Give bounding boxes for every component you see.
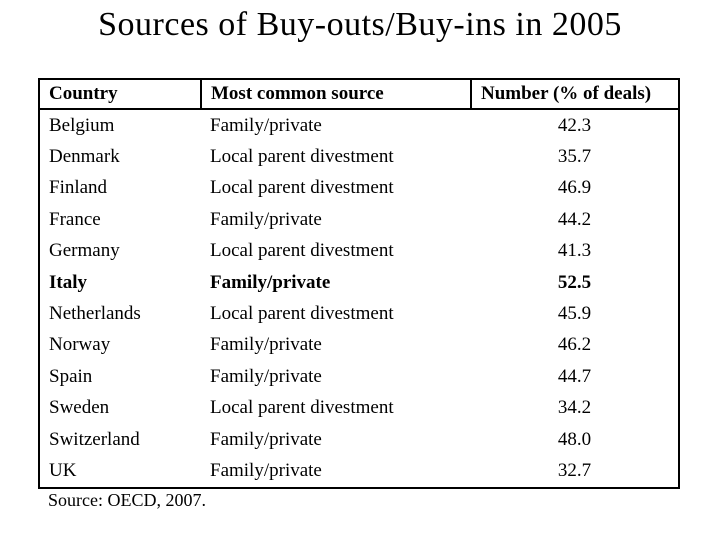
- table-row: Finland Local parent divestment 46.9: [39, 173, 679, 204]
- value-cell: 34.2: [557, 397, 592, 419]
- source-cell: Family/private: [210, 208, 322, 230]
- country-cell: Spain: [49, 365, 93, 387]
- source-cell: Local parent divestment: [210, 303, 394, 325]
- value-cell: 46.2: [557, 334, 592, 356]
- country-cell: Sweden: [49, 397, 110, 419]
- country-cell: Denmark: [49, 146, 120, 168]
- table-row: Belgium Family/private 42.3: [39, 109, 679, 141]
- table-row: UK Family/private 32.7: [39, 455, 679, 487]
- country-cell: UK: [49, 459, 77, 481]
- source-cell: Family/private: [210, 428, 322, 450]
- value-cell: 45.9: [557, 303, 592, 325]
- source-footnote: Source: OECD, 2007.: [48, 490, 206, 510]
- table-row: Sweden Local parent divestment 34.2: [39, 393, 679, 424]
- value-cell: 32.7: [557, 459, 592, 481]
- country-cell: Germany: [49, 240, 120, 262]
- country-cell: Belgium: [49, 114, 115, 136]
- source-cell: Local parent divestment: [210, 397, 394, 419]
- table-row: Switzerland Family/private 48.0: [39, 424, 679, 455]
- value-cell: 46.9: [557, 177, 592, 199]
- table-row: Spain Family/private 44.7: [39, 361, 679, 392]
- value-cell: 52.5: [557, 271, 592, 293]
- table-row: Germany Local parent divestment 41.3: [39, 236, 679, 267]
- country-cell: Finland: [49, 177, 108, 199]
- page-title: Sources of Buy-outs/Buy-ins in 2005: [98, 6, 622, 43]
- buyout-sources-table: Country Most common source Number (% of …: [38, 78, 680, 489]
- source-cell: Family/private: [210, 271, 331, 293]
- country-cell: Netherlands: [49, 303, 141, 325]
- table-row: Norway Family/private 46.2: [39, 330, 679, 361]
- country-cell: Norway: [49, 334, 111, 356]
- source-cell: Local parent divestment: [210, 177, 394, 199]
- value-cell: 41.3: [557, 240, 592, 262]
- source-cell: Family/private: [210, 365, 322, 387]
- table-row: Netherlands Local parent divestment 45.9: [39, 298, 679, 329]
- value-cell: 35.7: [557, 146, 592, 168]
- column-header-most-common-source: Most common source: [201, 79, 472, 110]
- table-header-row: Country Most common source Number (% of …: [39, 79, 679, 110]
- country-cell: Switzerland: [49, 428, 140, 450]
- table-body: Belgium Family/private 42.3 Denmark Loca…: [39, 109, 679, 488]
- source-cell: Local parent divestment: [210, 146, 394, 168]
- value-cell: 44.2: [557, 208, 592, 230]
- source-cell: Family/private: [210, 114, 322, 136]
- source-cell: Family/private: [210, 459, 322, 481]
- table-row: Denmark Local parent divestment 35.7: [39, 141, 679, 172]
- source-cell: Family/private: [210, 334, 322, 356]
- table-header: Country Most common source Number (% of …: [39, 79, 679, 110]
- value-cell: 48.0: [557, 428, 592, 450]
- source-cell: Local parent divestment: [210, 240, 394, 262]
- table-row: Italy Family/private 52.5: [39, 267, 679, 298]
- column-header-number-of-deals: Number (% of deals): [471, 79, 679, 110]
- value-cell: 44.7: [557, 365, 592, 387]
- table-row: France Family/private 44.2: [39, 204, 679, 235]
- country-cell: France: [49, 208, 101, 230]
- country-cell: Italy: [49, 271, 87, 293]
- value-cell: 42.3: [557, 114, 592, 136]
- column-header-country: Country: [39, 79, 202, 110]
